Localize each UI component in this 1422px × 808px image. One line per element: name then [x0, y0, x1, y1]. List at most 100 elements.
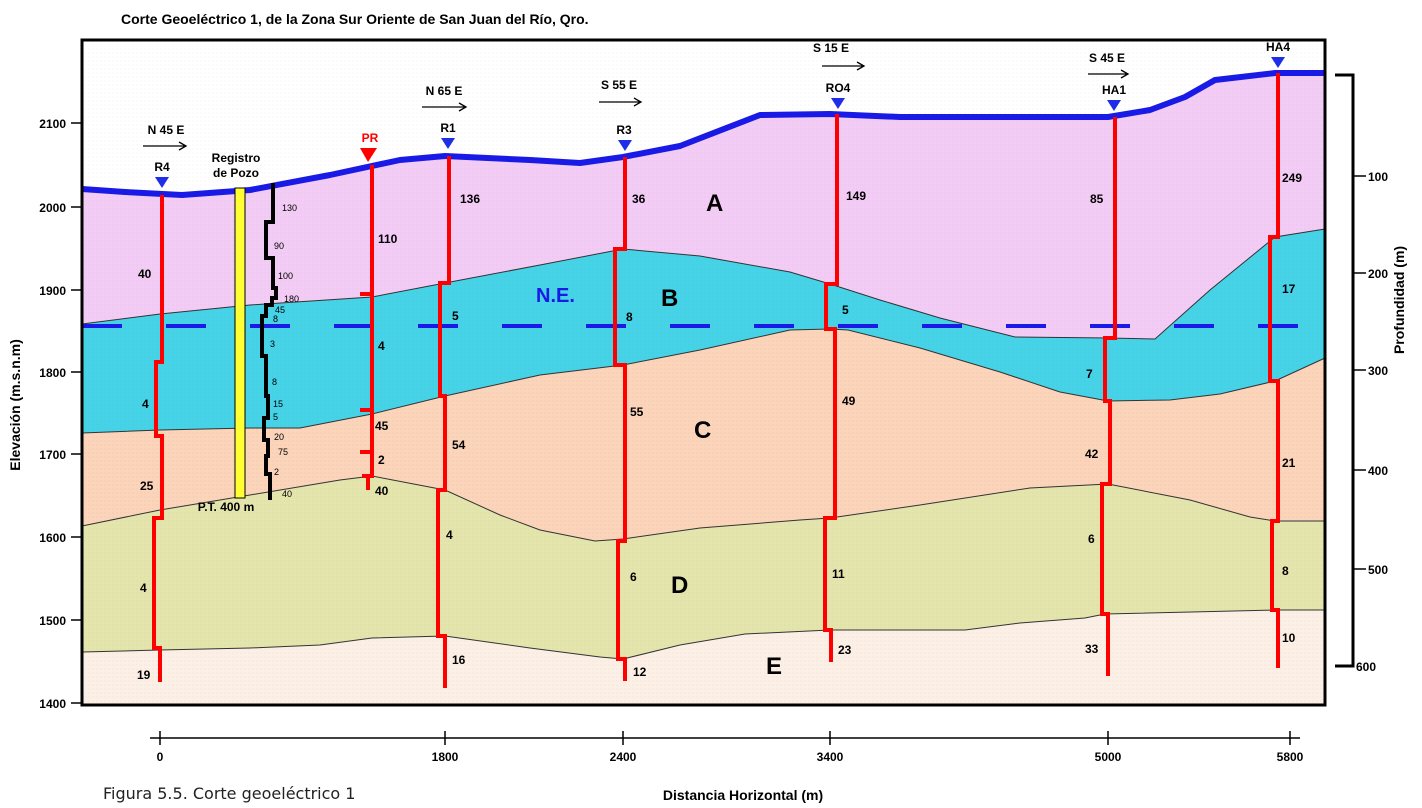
sounding-curve-ro4 — [823, 114, 839, 662]
resistivity-value: 40 — [375, 484, 389, 498]
depth-tick-label: 600 — [1356, 660, 1376, 674]
resistivity-value: 55 — [630, 405, 644, 419]
resistivity-value: 42 — [1085, 447, 1099, 461]
elev-tick-label: 1600 — [39, 531, 66, 545]
sounding-name: R4 — [154, 160, 170, 174]
sounding-name: HA1 — [1102, 83, 1126, 97]
dist-tick-label: 3400 — [817, 750, 844, 764]
depth-tick-label: 400 — [1368, 464, 1388, 478]
marker-triangle-icon — [360, 148, 377, 162]
well-log-value: 20 — [274, 432, 284, 442]
depth-tick-label: 100 — [1368, 170, 1388, 184]
dist-tick-label: 1800 — [432, 750, 459, 764]
resistivity-value: 85 — [1090, 192, 1104, 206]
well-label-line1: Registro — [212, 151, 261, 165]
well-log-values: 130 90 100 180 45 8 3 8 15 5 20 75 2 40 — [270, 203, 299, 499]
dist-tick-label: 0 — [157, 750, 164, 764]
elevation-axis — [71, 122, 82, 704]
well-log-value: 40 — [282, 489, 292, 499]
resistivity-value: 21 — [1282, 456, 1296, 470]
layer-label: D — [671, 572, 688, 599]
sounding-curve-ha4 — [1268, 73, 1280, 668]
ground-surface-line — [81, 70, 1325, 198]
marker-triangle-icon — [441, 138, 455, 149]
elev-tick-label: 2000 — [39, 201, 66, 215]
well-log-value: 5 — [273, 412, 278, 422]
elev-tick-label: 1400 — [39, 697, 66, 711]
well-log-value: 8 — [273, 314, 278, 324]
resistivity-value: 4 — [446, 528, 453, 542]
depth-scale — [1335, 73, 1355, 668]
layer-label: E — [766, 653, 782, 680]
figure-caption: Figura 5.5. Corte geoeléctrico 1 — [103, 784, 356, 803]
sounding-name: R3 — [616, 123, 632, 137]
marker-triangle-icon — [155, 177, 169, 188]
well-log-value: 45 — [275, 305, 285, 315]
layer-label: A — [706, 190, 723, 217]
sounding-curve-r3 — [613, 157, 627, 681]
marker-triangle-icon — [618, 140, 632, 151]
depth-tick-label: 500 — [1368, 563, 1388, 577]
direction-arrow-icon — [599, 97, 643, 107]
resistivity-value: 5 — [452, 309, 459, 323]
layer-label: C — [694, 417, 711, 444]
resistivity-value: 149 — [846, 189, 866, 203]
resistivity-value: 25 — [140, 479, 154, 493]
elev-tick-label: 1900 — [39, 284, 66, 298]
dist-tick-label: 5800 — [1277, 750, 1304, 764]
y-axis-left-label: Elevación (m.s.n.m) — [7, 339, 23, 470]
resistivity-value: 6 — [630, 570, 637, 584]
resistivity-value: 40 — [138, 267, 152, 281]
resistivity-value: 33 — [1085, 642, 1099, 656]
elev-tick-label: 1500 — [39, 614, 66, 628]
sounding-name: HA4 — [1266, 40, 1290, 54]
layers — [82, 40, 1325, 705]
well-log-curve — [260, 183, 278, 500]
resistivity-value: 8 — [1282, 564, 1289, 578]
depth-tick-label: 200 — [1368, 267, 1388, 281]
sounding-curve-ha1 — [1100, 117, 1117, 676]
well-log-value: 100 — [278, 271, 293, 281]
direction-label: N 65 E — [426, 84, 463, 98]
depth-tick-label: 300 — [1368, 364, 1388, 378]
resistivity-value: 249 — [1282, 171, 1302, 185]
resistivity-value: 8 — [626, 310, 633, 324]
resistivity-value: 4 — [142, 397, 149, 411]
well-log-value: 15 — [273, 399, 283, 409]
well-log-value: 3 — [270, 339, 275, 349]
distance-axis — [150, 731, 1300, 745]
sounding-markers — [155, 57, 1285, 188]
direction-label: S 55 E — [601, 78, 637, 92]
dist-tick-label: 5000 — [1095, 750, 1122, 764]
well-log-value: 180 — [284, 294, 299, 304]
well-casing — [234, 187, 246, 499]
y-axis-right-label: Profundidad (m) — [1391, 246, 1407, 354]
well-depth-label: P.T. 400 m — [198, 500, 254, 514]
direction-arrow-icon — [822, 61, 866, 71]
resistivity-value: 10 — [1282, 631, 1296, 645]
resistivity-value: 11 — [832, 567, 845, 581]
elev-tick-label: 1700 — [39, 448, 66, 462]
resistivity-value: 2 — [378, 453, 385, 467]
elev-tick-label: 1800 — [39, 366, 66, 380]
direction-label: S 45 E — [1089, 51, 1125, 65]
resistivity-value: 49 — [842, 394, 856, 408]
sounding-curve-pr — [360, 165, 374, 490]
resistivity-value: 54 — [452, 438, 466, 452]
sounding-curve-r4 — [152, 195, 164, 682]
dist-tick-label: 2400 — [610, 750, 637, 764]
water-table-label: N.E. — [536, 285, 575, 307]
resistivity-value: 45 — [375, 419, 389, 433]
sounding-name: PR — [362, 131, 379, 145]
resistivity-value: 19 — [137, 668, 151, 682]
resistivity-value: 23 — [838, 643, 852, 657]
marker-triangle-icon — [1271, 57, 1285, 68]
well-log-value: 90 — [274, 241, 284, 251]
resistivity-value: 16 — [452, 653, 466, 667]
direction-label: N 45 E — [148, 123, 185, 137]
well-label-line2: de Pozo — [213, 166, 259, 180]
sounding-curve-r1 — [436, 156, 451, 688]
resistivity-value: 36 — [632, 192, 646, 206]
x-axis-label: Distancia Horizontal (m) — [663, 787, 823, 803]
resistivity-value: 4 — [140, 581, 147, 595]
